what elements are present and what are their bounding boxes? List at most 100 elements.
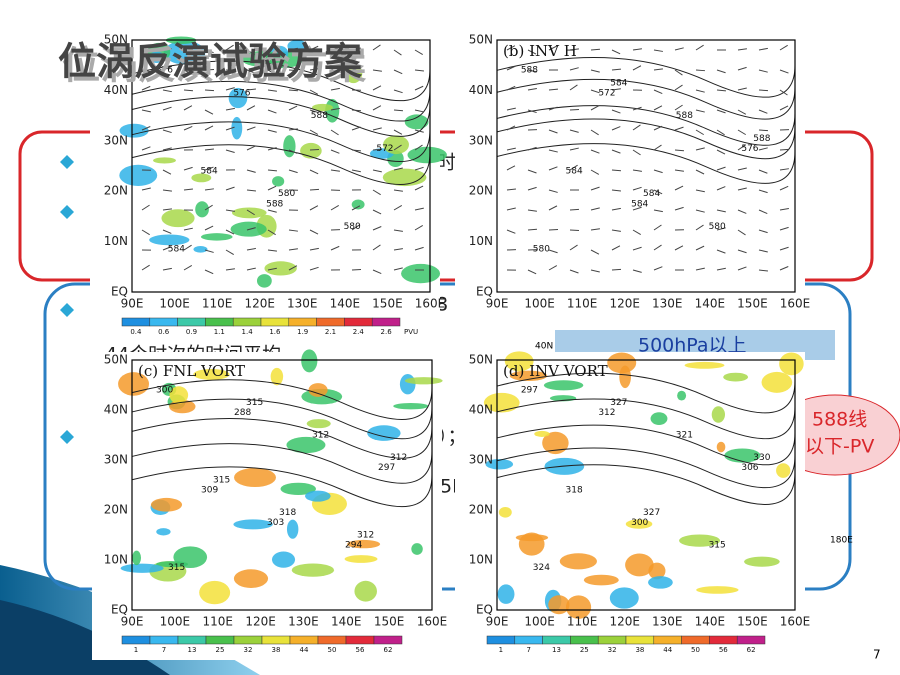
colorbar-tick: 1.9: [297, 328, 308, 336]
lat-tick: 20N: [104, 503, 128, 517]
colorbar-tick: 56: [356, 646, 365, 654]
wind-barb: [225, 186, 235, 191]
wind-barb: [716, 249, 726, 254]
colorbar-tick: 1: [499, 646, 503, 654]
bg-text: 500hPa以上: [638, 335, 747, 357]
colorbar-cell: [260, 317, 290, 327]
wind-barb: [779, 105, 789, 111]
shading: [583, 574, 619, 586]
colorbar-cell: [205, 317, 234, 327]
wind-barb: [330, 169, 340, 172]
wind-barb: [393, 229, 403, 232]
contour-label: 312: [390, 453, 407, 463]
lon-tick: 100E: [524, 297, 555, 311]
colorbar-tick: 44: [663, 646, 672, 654]
wind-barb: [737, 209, 747, 214]
wind-barb: [372, 85, 382, 91]
colorbar-tick: 13: [552, 646, 561, 654]
wind-barb: [372, 169, 382, 173]
shading: [354, 580, 377, 602]
colorbar-tick: 32: [608, 646, 617, 654]
contour-label: 321: [676, 431, 693, 441]
colorbar-cell: [177, 317, 206, 327]
wind-barb: [141, 126, 151, 131]
wind-barb: [372, 244, 381, 251]
wind-barb: [393, 89, 403, 94]
wind-barb: [141, 109, 151, 113]
wind-barb: [309, 188, 320, 191]
wind-barb: [183, 126, 193, 131]
title: 位涡反演试验方案: [58, 40, 363, 84]
lat-tick: 20N: [469, 503, 493, 517]
panel-label: (c) FNL VORT: [138, 362, 245, 380]
bg-text: 588线: [812, 409, 867, 431]
wind-barb: [506, 188, 517, 191]
shading: [199, 580, 231, 605]
contour: [496, 372, 796, 414]
wind-barb: [267, 209, 277, 213]
wind-barb: [414, 129, 424, 133]
lat-tick: 10N: [469, 234, 493, 248]
shading: [711, 406, 726, 423]
wind-barb: [716, 209, 726, 213]
wind-barb: [590, 186, 600, 191]
contour: [496, 447, 796, 489]
shading: [234, 467, 276, 488]
contour-label: 324: [533, 563, 550, 573]
wind-barb: [632, 48, 642, 51]
lon-tick: 160E: [780, 297, 811, 311]
wind-barb: [414, 246, 424, 251]
shading: [232, 207, 267, 219]
wind-barb: [309, 45, 319, 51]
colorbar-tick: 44: [300, 646, 309, 654]
wind-barb: [246, 88, 257, 91]
wind-barb: [590, 228, 600, 231]
contour-label: 330: [753, 453, 770, 463]
contour: [496, 398, 796, 440]
lat-tick: 30N: [469, 453, 493, 467]
wind-barb: [372, 105, 382, 111]
contour-label: 584: [610, 78, 627, 88]
colorbar-cell: [261, 635, 291, 645]
wind-barb: [590, 48, 601, 51]
colorbar-tick: 62: [747, 646, 756, 654]
contour-label: 572: [376, 144, 393, 154]
wind-barb: [632, 65, 642, 71]
wind-barb: [204, 188, 214, 191]
wind-barb: [204, 225, 214, 231]
wind-barb: [162, 208, 172, 211]
wind-barb: [527, 209, 537, 212]
colorbar-cell: [709, 635, 738, 645]
wind-barb: [569, 48, 579, 51]
shading: [156, 528, 171, 536]
shading: [228, 87, 248, 109]
contour-label: 327: [643, 508, 660, 518]
wind-barb: [162, 106, 172, 111]
wind-barb: [330, 46, 340, 51]
contour: [131, 379, 433, 421]
shading: [509, 370, 548, 382]
shading: [305, 490, 331, 502]
wind-barb: [246, 247, 256, 251]
wind-barb: [414, 185, 424, 191]
shading: [648, 576, 673, 589]
wind-barb: [183, 69, 193, 75]
wind-barb: [506, 45, 516, 51]
contour-label: 584: [631, 199, 648, 209]
wind-barb: [674, 169, 684, 172]
wind-barb: [779, 69, 789, 74]
wind-barb: [351, 47, 361, 51]
colorbar-cell: [233, 635, 263, 645]
wind-barb: [246, 126, 256, 131]
colorbar-cell: [345, 635, 375, 645]
wind-barb: [674, 47, 684, 51]
wind-barb: [737, 66, 747, 71]
wind-barb: [288, 265, 298, 271]
wind-barb: [351, 66, 361, 71]
bg-text: 以下-PV: [805, 436, 874, 458]
wind-barb: [506, 207, 516, 211]
wind-barb: [653, 144, 662, 151]
colorbar-cell: [121, 635, 151, 645]
wind-barb: [779, 185, 789, 191]
